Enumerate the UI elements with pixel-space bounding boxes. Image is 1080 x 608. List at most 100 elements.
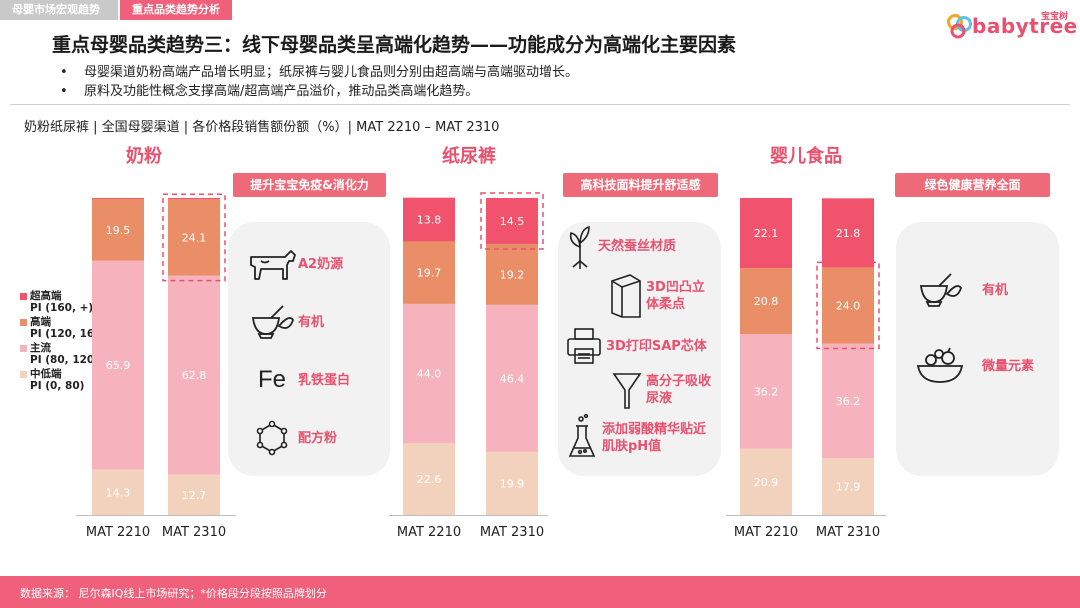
legend-range: PI (120, 160) xyxy=(30,328,107,340)
bar-segment xyxy=(403,241,455,304)
bar-segment xyxy=(486,304,538,452)
feature-item: Fe 乳铁蛋白 xyxy=(246,360,350,400)
feature-label: 高分子吸收尿液 xyxy=(646,374,712,406)
bar-segment xyxy=(740,198,792,269)
bullet-item: 原料及功能性概念支撑高端/超高端产品溢价，推动品类高端化趋势。 xyxy=(60,82,578,101)
flask-icon xyxy=(562,414,602,458)
babytree-logo: babytree 宝宝树 xyxy=(946,8,1077,42)
x-tick-label: MAT 2310 xyxy=(162,525,226,540)
source-note: 数据来源： 尼尔森IQ线上市场研究；*价格段分段按照品牌划分 xyxy=(20,587,327,600)
data-label: 36.2 xyxy=(754,385,779,398)
bar-segment xyxy=(403,197,455,242)
data-label: 36.2 xyxy=(836,395,861,408)
feature-item: 微量元素 xyxy=(914,346,1034,386)
legend-item-super-premium: 超高端 PI (160, +) xyxy=(20,290,106,314)
data-label: 22.6 xyxy=(417,473,442,486)
data-label: 19.5 xyxy=(106,224,131,237)
feature-panel-formula: A2奶源 有机 Fe 乳铁蛋白 配方粉 xyxy=(228,222,390,476)
data-label: 20.9 xyxy=(754,476,779,489)
feature-item: 添加弱酸精华贴近肌肤pH值 xyxy=(562,414,707,458)
legend-label: 主流 xyxy=(30,342,51,354)
feature-label: 有机 xyxy=(298,314,325,330)
data-label: 62.8 xyxy=(182,369,207,382)
bar-segment xyxy=(740,268,792,334)
feature-item: A2奶源 xyxy=(246,244,343,284)
legend-swatch xyxy=(20,371,27,378)
feature-panel-baby-food: 有机 微量元素 xyxy=(896,222,1059,476)
bar-segment xyxy=(403,303,455,444)
data-label: 22.1 xyxy=(754,227,779,240)
data-label: 19.7 xyxy=(417,267,442,280)
bar-segment xyxy=(92,198,144,261)
feature-panel-diaper: 天然蚕丝材质 3D凹凸立体柔点 3D打印SAP芯体 高分子吸收尿液 添加弱酸精华… xyxy=(558,222,721,476)
data-label: 21.8 xyxy=(836,227,861,240)
category-title-baby-food: 婴儿食品 xyxy=(770,146,842,167)
data-label: 65.9 xyxy=(106,359,131,372)
bar-segment xyxy=(168,275,220,475)
feature-label: 添加弱酸精华贴近肌肤pH值 xyxy=(602,422,707,454)
data-label: 14.5 xyxy=(500,215,525,228)
mortar-leaf-icon xyxy=(246,302,298,342)
bar-segment xyxy=(822,267,874,344)
3d-box-icon xyxy=(606,274,646,318)
bar-segment xyxy=(486,243,538,305)
feature-label: 天然蚕丝材质 xyxy=(598,238,677,254)
x-tick-label: MAT 2210 xyxy=(397,525,461,540)
feature-tag-baby-food: 绿色健康营养全面 xyxy=(895,173,1050,197)
footer-bar: 数据来源： 尼尔森IQ线上市场研究；*价格段分段按照品牌划分 xyxy=(0,576,1080,608)
x-tick-label: MAT 2310 xyxy=(480,525,544,540)
highlight-box xyxy=(162,193,226,282)
legend-label: 中低端 xyxy=(30,368,62,380)
legend-swatch xyxy=(20,293,27,300)
bullet-list: 母婴渠道奶粉高端产品增长明显；纸尿裤与婴儿食品则分别由超高端与高端驱动增长。 原… xyxy=(60,63,578,101)
bar-segment xyxy=(403,443,455,515)
feature-item: 高分子吸收尿液 xyxy=(608,370,712,410)
cow-icon xyxy=(246,244,298,284)
bar-segment xyxy=(486,451,538,515)
feature-item: 有机 xyxy=(246,302,324,342)
bar-segment xyxy=(822,343,874,459)
data-label: 13.8 xyxy=(417,214,442,227)
category-title-diaper: 纸尿裤 xyxy=(442,146,496,167)
data-label: 44.0 xyxy=(417,368,442,381)
tab-market-trends[interactable]: 母婴市场宏观趋势 xyxy=(0,0,118,20)
data-label: 14.3 xyxy=(106,486,131,499)
molecule-icon xyxy=(246,418,298,458)
printer-icon xyxy=(562,326,606,366)
legend-item-low: 中低端 PI (0, 80) xyxy=(20,368,106,392)
legend-label: 超高端 xyxy=(30,290,62,302)
bullet-item: 母婴渠道奶粉高端产品增长明显；纸尿裤与婴儿食品则分别由超高端与高端驱动增长。 xyxy=(60,63,578,82)
tab-category-analysis[interactable]: 重点品类趋势分析 xyxy=(120,0,232,20)
stacked-bar-charts: 14.3 65.9 19.5 MAT 2210 12.7 62.8 24.1 MAT 2310… xyxy=(76,192,886,540)
bar-segment xyxy=(168,198,220,200)
legend-swatch xyxy=(20,345,27,352)
legend-item-mainstream: 主流 PI (80, 120) xyxy=(20,342,106,366)
feature-label: 微量元素 xyxy=(982,358,1035,374)
header-tabs: 母婴市场宏观趋势 重点品类趋势分析 xyxy=(0,0,232,20)
legend: 超高端 PI (160, +) 高端 PI (120, 160) 主流 PI (… xyxy=(20,290,106,394)
feature-tag-formula: 提升宝宝免疫&消化力 xyxy=(233,173,386,197)
data-label: 46.4 xyxy=(500,372,525,385)
data-label: 17.9 xyxy=(836,481,861,494)
legend-swatch xyxy=(20,319,27,326)
feature-label: 配方粉 xyxy=(298,430,338,446)
funnel-icon xyxy=(608,370,646,410)
logo-text: babytree xyxy=(972,14,1078,38)
data-label: 12.7 xyxy=(182,489,207,502)
bar-segment xyxy=(486,198,538,244)
feature-item: 3D凹凸立体柔点 xyxy=(606,274,706,318)
fruit-bowl-icon xyxy=(914,346,966,386)
chart-subtitle: 奶粉纸尿裤 | 全国母婴渠道 | 各价格段销售额份额（%）| MAT 2210 … xyxy=(24,120,500,135)
page-title: 重点母婴品类趋势三：线下母婴品类呈高端化趋势——功能成分为高端化主要因素 xyxy=(52,34,737,56)
data-label: 24.1 xyxy=(182,231,207,244)
logo-mark-icon xyxy=(947,14,972,39)
bar-segment xyxy=(168,474,220,515)
feature-label: 3D打印SAP芯体 xyxy=(606,338,707,354)
fe-symbol: Fe xyxy=(257,366,286,393)
feature-label: 有机 xyxy=(982,282,1009,298)
data-label: 19.9 xyxy=(500,477,525,490)
bar-segment xyxy=(92,260,144,470)
data-label: 19.2 xyxy=(500,268,525,281)
legend-range: PI (80, 120) xyxy=(30,354,100,366)
data-label: 24.0 xyxy=(836,299,861,312)
